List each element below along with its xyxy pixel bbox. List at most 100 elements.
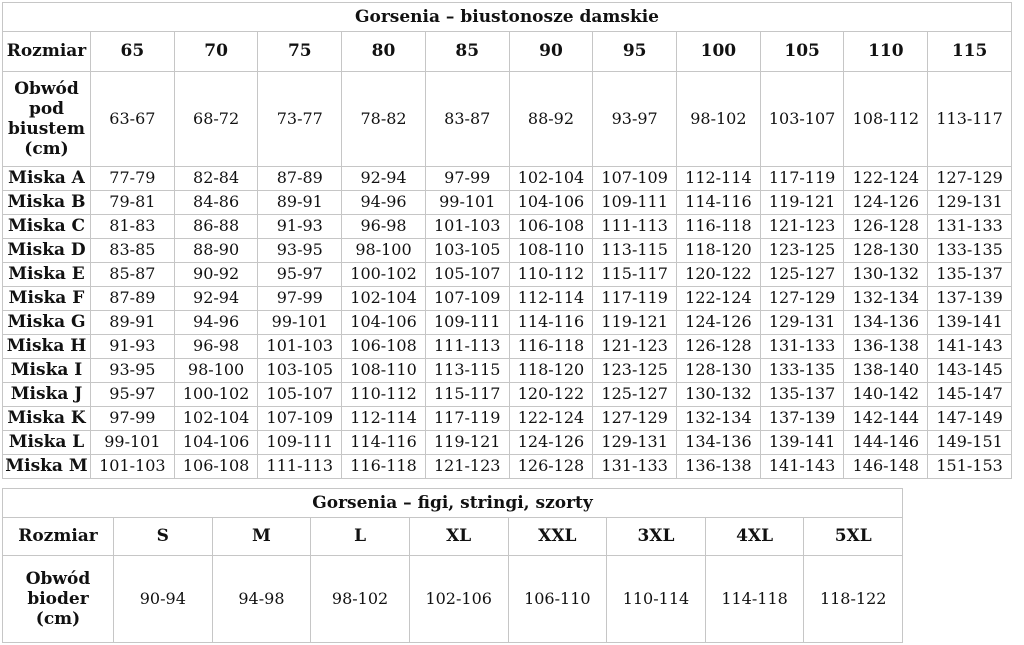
column-header: 70 [173,31,259,72]
size-cell: 100-102 [173,382,259,407]
size-cell: 102-104 [341,286,426,311]
row-label: Miska I [2,358,91,383]
size-cell: 130-132 [676,382,761,407]
size-cell: 107-109 [257,406,343,431]
table-row: Miska L 99-101 104-106 109-111 114-116 119-12… [2,430,1012,455]
size-cell: 113-117 [927,71,1012,167]
column-header: 110 [843,31,929,72]
row-label: Miska H [2,334,91,359]
size-cell: 94-96 [173,310,259,335]
size-cell: 98-100 [341,238,426,263]
size-cell: 108-112 [843,71,929,167]
row-label: Miska F [2,286,91,311]
size-cell: 91-93 [90,334,175,359]
size-cell: 131-133 [927,214,1012,239]
size-cell: 129-131 [592,430,678,455]
column-header: 90 [508,31,594,72]
table-row: Miska F 87-89 92-94 97-99 102-104 107-109 112-… [2,286,1012,311]
size-cell: 95-97 [257,262,343,287]
size-cell: 104-106 [173,430,259,455]
row-label: Miska D [2,238,91,263]
size-cell: 122-124 [676,286,761,311]
size-cell: 97-99 [424,166,510,191]
size-cell: 126-128 [843,214,929,239]
size-cell: 120-122 [508,382,594,407]
size-cell: 87-89 [90,286,175,311]
size-cell: 132-134 [843,286,929,311]
size-cell: 83-87 [424,71,510,167]
size-cell: 140-142 [843,382,929,407]
size-cell: 139-141 [759,430,845,455]
table-row: Miska C 81-83 86-88 91-93 96-98 101-103 106-10… [2,214,1012,239]
size-cell: 108-110 [508,238,594,263]
size-cell: 93-97 [592,71,678,167]
size-cell: 109-111 [592,190,678,215]
row-label: Miska L [2,430,91,455]
size-cell: 105-107 [257,382,343,407]
size-cell: 131-133 [592,454,678,479]
size-cell: 135-137 [927,262,1012,287]
row-label: Miska A [2,166,91,191]
size-cell: 129-131 [759,310,845,335]
size-cell: 96-98 [341,214,426,239]
size-cell: 107-109 [592,166,678,191]
size-cell: 130-132 [843,262,929,287]
size-cell: 124-126 [676,310,761,335]
size-cell: 104-106 [341,310,426,335]
size-cell: 93-95 [90,358,175,383]
table-row: Miska B 79-81 84-86 89-91 94-96 99-101 104-106… [2,190,1012,215]
size-cell: 109-111 [424,310,510,335]
size-table-panties: Gorsenia – figi, stringi, szorty Rozmiar S… [2,488,903,643]
row-label: Obwód pod biustem (cm) [2,71,91,167]
table-row: Miska D 83-85 88-90 93-95 98-100 103-105 108-1… [2,238,1012,263]
size-cell: 105-107 [424,262,510,287]
size-cell: 111-113 [592,214,678,239]
size-cell: 68-72 [173,71,259,167]
size-cell: 117-119 [424,406,510,431]
size-cell: 112-114 [341,406,426,431]
size-cell: 123-125 [759,238,845,263]
size-cell: 98-100 [173,358,259,383]
size-cell: 99-101 [90,430,175,455]
column-header: 85 [424,31,510,72]
size-table-bras: Gorsenia – biustonosze damskie Rozmiar 65 7… [2,2,1012,479]
size-cell: 104-106 [508,190,594,215]
size-cell: 106-108 [508,214,594,239]
size-cell: 141-143 [927,334,1012,359]
size-cell: 139-141 [927,310,1012,335]
size-cell: 77-79 [90,166,175,191]
size-cell: 100-102 [341,262,426,287]
size-cell: 138-140 [843,358,929,383]
size-cell: 149-151 [927,430,1012,455]
size-cell: 133-135 [927,238,1012,263]
row-label: Miska J [2,382,91,407]
size-cell: 102-104 [508,166,594,191]
table-row: Obwód bioder (cm) 90-94 94-98 98-102 102-106… [2,555,903,643]
size-cell: 125-127 [759,262,845,287]
size-cell: 84-86 [173,190,259,215]
size-cell: 132-134 [676,406,761,431]
size-cell: 90-94 [113,555,213,643]
size-cell: 120-122 [676,262,761,287]
size-cell: 103-105 [424,238,510,263]
size-cell: 106-108 [341,334,426,359]
row-label: Miska M [2,454,91,479]
column-header: XL [408,517,509,556]
size-cell: 96-98 [173,334,259,359]
size-cell: 137-139 [927,286,1012,311]
size-cell: 110-112 [508,262,594,287]
size-cell: 73-77 [257,71,343,167]
size-cell: 118-120 [676,238,761,263]
size-cell: 94-96 [341,190,426,215]
size-cell: 83-85 [90,238,175,263]
size-cell: 122-124 [508,406,594,431]
column-header: 4XL [704,517,805,556]
size-cell: 90-92 [173,262,259,287]
size-cell: 131-133 [759,334,845,359]
size-cell: 106-108 [173,454,259,479]
size-cell: 118-120 [508,358,594,383]
table-row: Miska A 77-79 82-84 87-89 92-94 97-99 102-104 1… [2,166,1012,191]
size-cell: 97-99 [90,406,175,431]
size-cell: 121-123 [592,334,678,359]
size-cell: 144-146 [843,430,929,455]
